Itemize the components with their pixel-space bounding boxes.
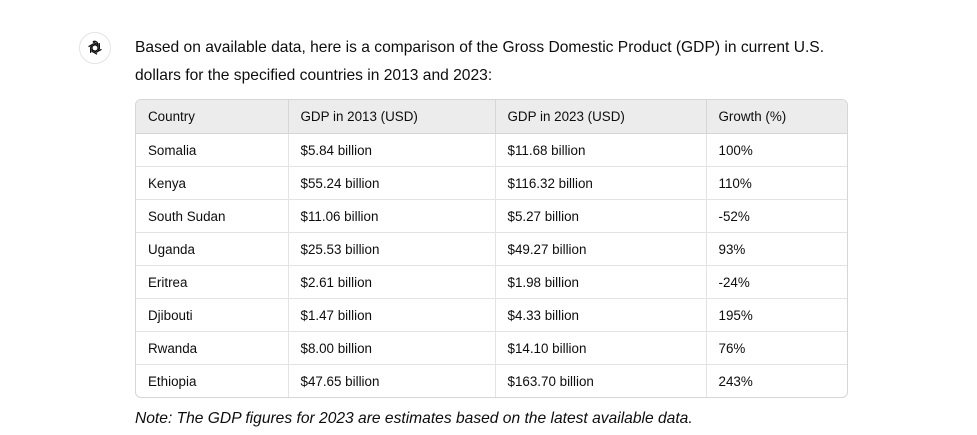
- cell-growth: 76%: [706, 331, 847, 365]
- table-row: South Sudan $11.06 billion $5.27 billion…: [136, 199, 847, 233]
- table-row: Kenya $55.24 billion $116.32 billion 110…: [136, 166, 847, 200]
- footnote: Note: The GDP figures for 2023 are estim…: [135, 410, 693, 427]
- cell-gdp-2023: $49.27 billion: [495, 232, 707, 266]
- intro-line-1: Based on available data, here is a compa…: [135, 39, 825, 56]
- table-row: Somalia $5.84 billion $11.68 billion 100…: [136, 133, 847, 167]
- cell-growth: -52%: [706, 199, 847, 233]
- gdp-table-container: Country GDP in 2013 (USD) GDP in 2023 (U…: [135, 99, 848, 398]
- cell-country: South Sudan: [136, 199, 289, 233]
- cell-gdp-2023: $14.10 billion: [495, 331, 707, 365]
- cell-country: Ethiopia: [136, 364, 289, 397]
- message-intro: Based on available data, here is a compa…: [135, 34, 846, 90]
- table-header-row: Country GDP in 2013 (USD) GDP in 2023 (U…: [136, 100, 847, 134]
- cell-country: Djibouti: [136, 298, 289, 332]
- cell-gdp-2013: $25.53 billion: [288, 232, 496, 266]
- cell-growth: 110%: [706, 166, 847, 200]
- header-growth: Growth (%): [706, 100, 847, 134]
- table-body: Somalia $5.84 billion $11.68 billion 100…: [136, 133, 847, 397]
- table-header: Country GDP in 2013 (USD) GDP in 2023 (U…: [136, 100, 847, 134]
- assistant-avatar: [79, 32, 111, 64]
- cell-gdp-2013: $5.84 billion: [288, 133, 496, 167]
- cell-gdp-2013: $11.06 billion: [288, 199, 496, 233]
- cell-country: Somalia: [136, 133, 289, 167]
- cell-gdp-2023: $116.32 billion: [495, 166, 707, 200]
- cell-growth: 243%: [718, 373, 753, 389]
- cell-growth: 93%: [706, 232, 847, 266]
- cell-country: Rwanda: [136, 331, 289, 365]
- cell-gdp-2023: $5.27 billion: [495, 199, 707, 233]
- cell-gdp-2023: $1.98 billion: [495, 265, 707, 299]
- cell-gdp-2013: $2.61 billion: [288, 265, 496, 299]
- table-row: Uganda $25.53 billion $49.27 billion 93%: [136, 232, 847, 266]
- cell-country: Uganda: [136, 232, 289, 266]
- table-row: Rwanda $8.00 billion $14.10 billion 76%: [136, 331, 847, 365]
- cell-growth: 195%: [706, 298, 847, 332]
- header-gdp-2013: GDP in 2013 (USD): [288, 100, 496, 134]
- cell-growth: 100%: [706, 133, 847, 167]
- table-row: Ethiopia $47.65 billion $163.70 billion …: [136, 364, 847, 397]
- cell-gdp-2023: $11.68 billion: [495, 133, 707, 167]
- intro-line-2: dollars for the specified countries in 2…: [135, 67, 493, 84]
- openai-logo-icon: [88, 40, 102, 55]
- assistant-message: Based on available data, here is a compa…: [135, 34, 848, 428]
- cell-country: Eritrea: [136, 265, 289, 299]
- cell-growth: -24%: [706, 265, 847, 299]
- table-row: Djibouti $1.47 billion $4.33 billion 195…: [136, 298, 847, 332]
- cell-gdp-2013: $55.24 billion: [288, 166, 496, 200]
- gdp-table: Country GDP in 2013 (USD) GDP in 2023 (U…: [136, 100, 847, 397]
- cell-gdp-2013: $47.65 billion: [288, 364, 496, 397]
- cell-country: Kenya: [136, 166, 289, 200]
- cell-gdp-2023: $163.70 billion: [495, 364, 707, 397]
- cell-gdp-2023: $4.33 billion: [495, 298, 707, 332]
- cell-gdp-2013: $8.00 billion: [288, 331, 496, 365]
- header-gdp-2023: GDP in 2023 (USD): [495, 100, 707, 134]
- header-country: Country: [136, 100, 289, 134]
- cell-gdp-2013: $1.47 billion: [288, 298, 496, 332]
- table-row: Eritrea $2.61 billion $1.98 billion -24%: [136, 265, 847, 299]
